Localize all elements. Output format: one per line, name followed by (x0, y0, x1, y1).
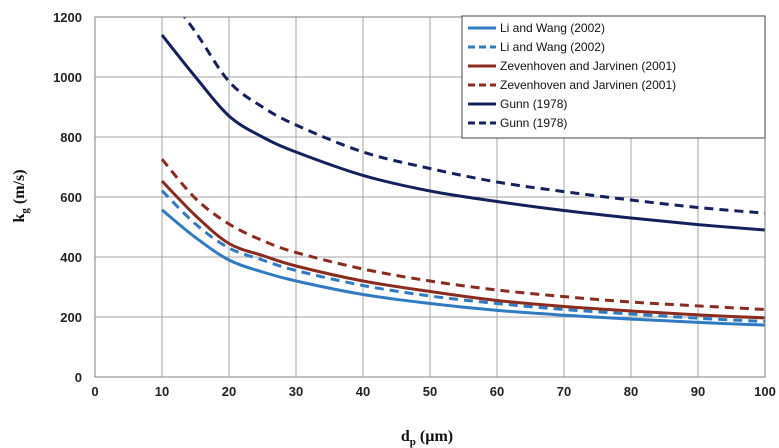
x-tick-label: 90 (691, 384, 705, 399)
x-tick-labels: 0 10 20 30 40 50 60 70 80 90 100 (91, 384, 775, 399)
y-axis-label-main: k (11, 214, 28, 223)
y-axis-label: kg (m/s) (11, 169, 31, 222)
legend: Li and Wang (2002) Li and Wang (2002) Zeve… (461, 15, 766, 139)
x-axis-label: dp (µm) (401, 428, 453, 448)
x-axis-label-unit: (µm) (416, 428, 453, 445)
legend-label: Gunn (1978) (500, 116, 567, 130)
legend-label: Li and Wang (2002) (500, 21, 605, 35)
series-line-2 (160, 189, 765, 323)
x-tick-label: 20 (222, 384, 236, 399)
y-tick-labels: 0 200 400 600 800 1000 1200 (53, 10, 82, 385)
x-tick-label: 0 (91, 384, 98, 399)
series-line-3 (160, 180, 765, 320)
legend-label: Li and Wang (2002) (500, 40, 605, 54)
x-tick-label: 40 (356, 384, 370, 399)
x-tick-label: 60 (490, 384, 504, 399)
x-tick-label: 100 (754, 384, 776, 399)
y-tick-label: 1200 (53, 10, 82, 25)
legend-box (461, 15, 766, 139)
plot-frame (94, 16, 766, 378)
legend-label: Gunn (1978) (500, 97, 567, 111)
y-tick-label: 1000 (53, 70, 82, 85)
x-tick-label: 10 (155, 384, 169, 399)
y-tick-label: 400 (60, 250, 82, 265)
y-tick-label: 800 (60, 130, 82, 145)
series-line-6 (182, 17, 765, 215)
x-axis-label-main: d (401, 428, 410, 445)
y-axis-label-unit: (m/s) (11, 169, 28, 208)
y-tick-label: 0 (75, 370, 82, 385)
series-line-1 (161, 208, 765, 327)
series-line-4 (160, 158, 765, 311)
x-tick-label: 80 (624, 384, 638, 399)
y-tick-label: 200 (60, 310, 82, 325)
x-tick-label: 70 (557, 384, 571, 399)
legend-label: Zevenhoven and Jarvinen (2001) (500, 78, 676, 92)
series-layer (160, 17, 765, 327)
x-tick-label: 50 (423, 384, 437, 399)
x-tick-label: 30 (289, 384, 303, 399)
y-axis-label-sub: g (19, 208, 31, 214)
legend-label: Zevenhoven and Jarvinen (2001) (500, 59, 676, 73)
y-tick-label: 600 (60, 190, 82, 205)
x-axis-label-sub: p (410, 436, 416, 448)
series-line-5 (160, 34, 765, 232)
